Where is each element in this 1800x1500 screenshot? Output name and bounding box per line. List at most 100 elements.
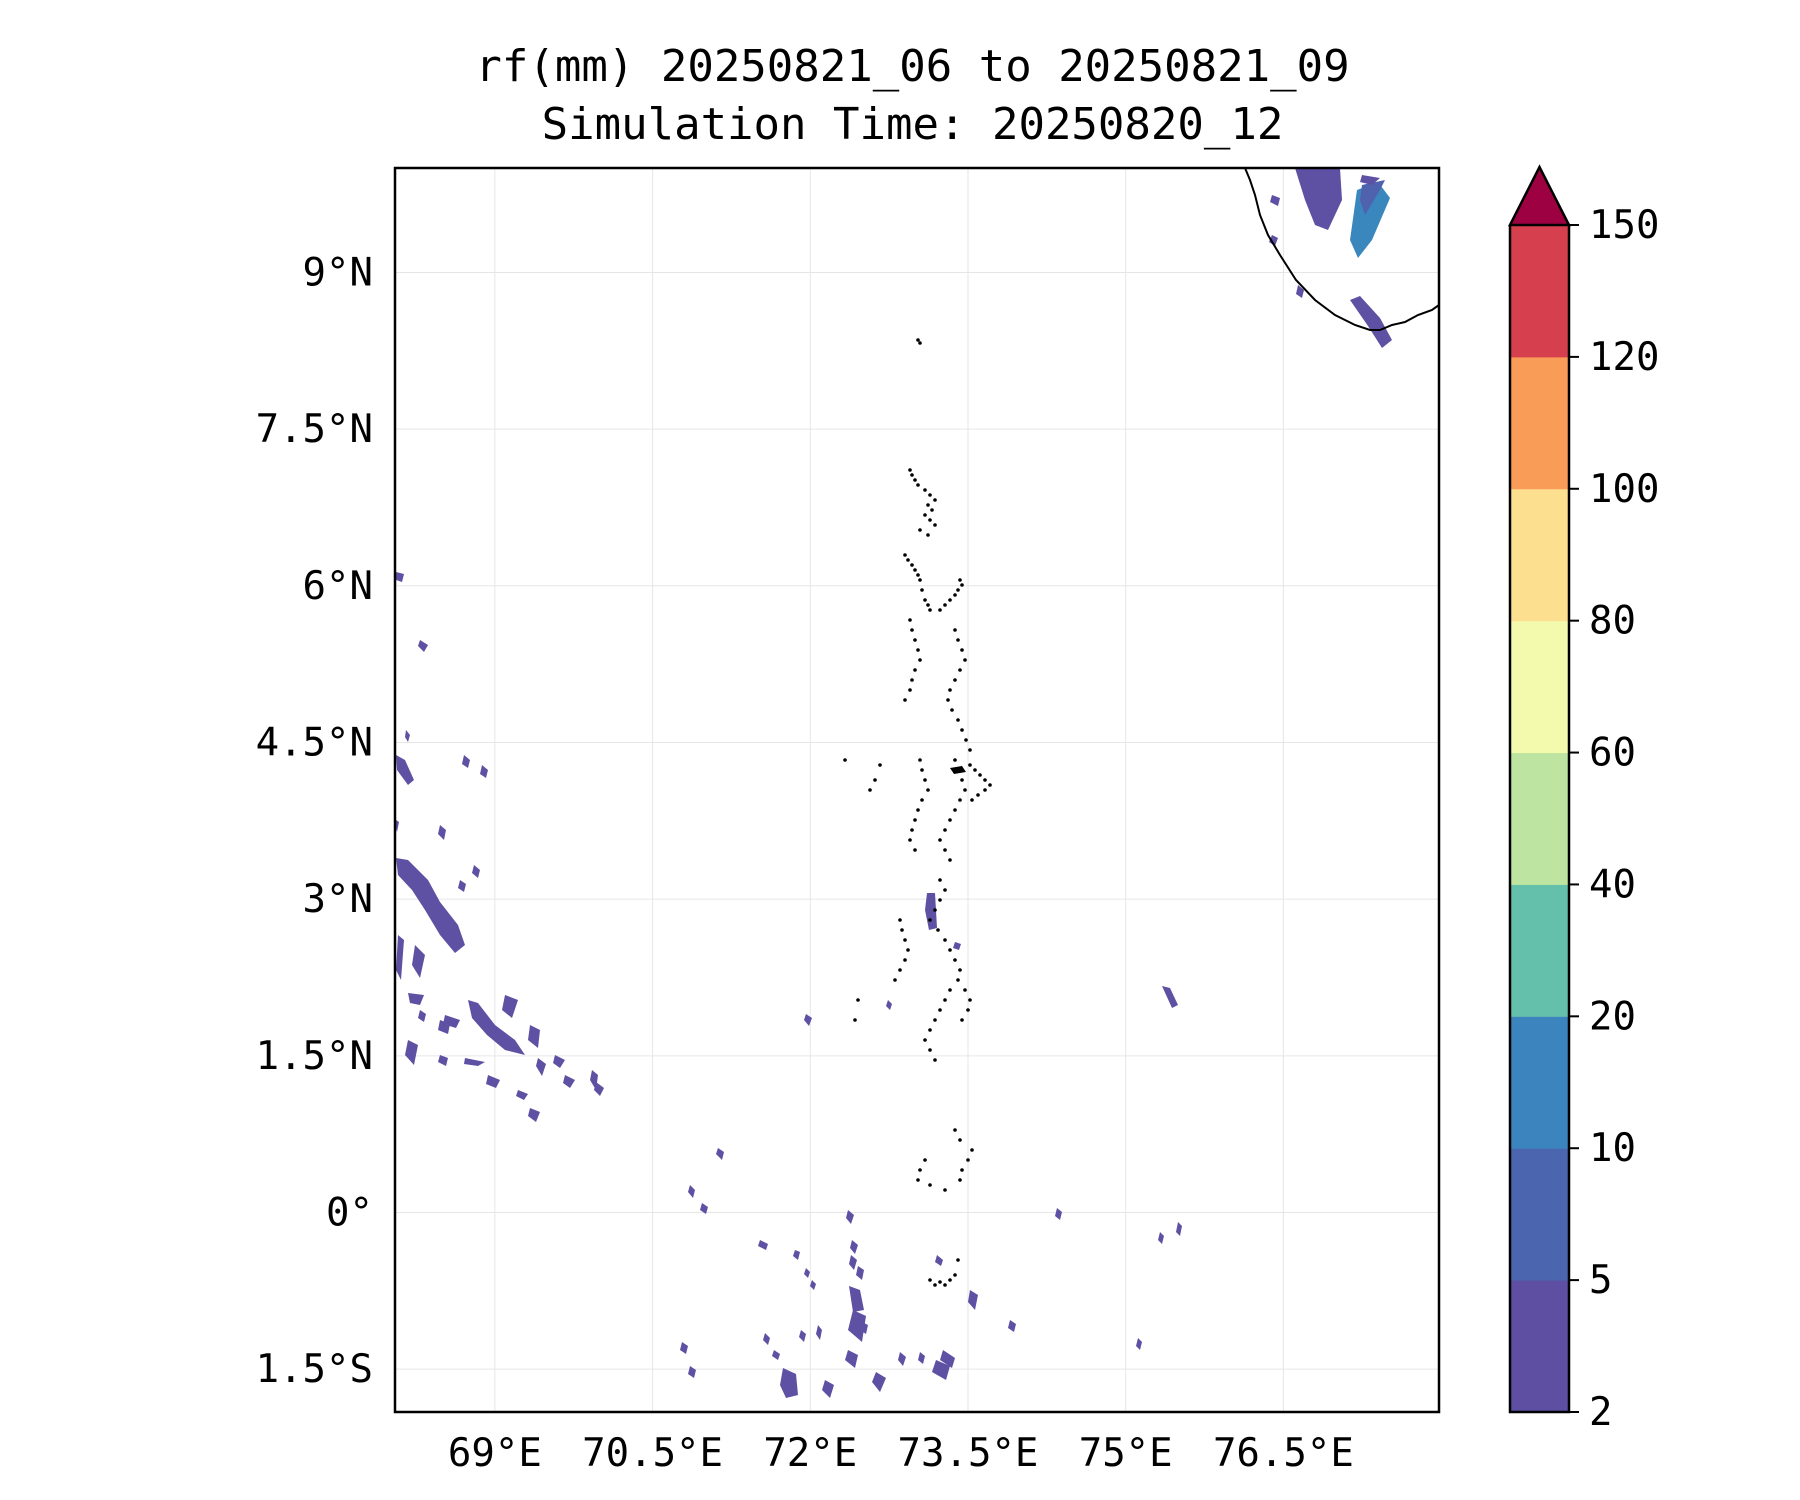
- rain-patch: [438, 825, 446, 840]
- rain-patch: [849, 1286, 864, 1312]
- island-dot: [960, 1018, 964, 1022]
- lat-tick-label: 6°N: [303, 564, 373, 609]
- rain-patch: [716, 1148, 724, 1160]
- island-dot: [926, 503, 930, 507]
- lat-tick-label: 1.5°S: [256, 1347, 373, 1392]
- island-dot: [910, 628, 914, 632]
- rain-patch: [516, 1090, 528, 1100]
- colorbar-tick-label: 10: [1589, 1126, 1636, 1171]
- island-dot: [916, 808, 920, 812]
- island-dot: [910, 828, 914, 832]
- island-dot: [943, 998, 947, 1002]
- island-dot: [963, 788, 967, 792]
- island-dot: [903, 553, 907, 557]
- island-dot: [908, 838, 912, 842]
- map-frame: [393, 166, 1441, 1414]
- rain-patch: [418, 1010, 426, 1022]
- colorbar-segment: [1510, 884, 1569, 1017]
- island-dot: [928, 1028, 932, 1032]
- lon-tick-label: 70.5°E: [582, 1431, 723, 1476]
- rain-patch: [1360, 175, 1380, 185]
- rain-band-west: [396, 858, 465, 953]
- island-dot: [913, 568, 917, 572]
- island-dot: [943, 888, 947, 892]
- island-dot: [960, 1168, 964, 1172]
- rain-patch: [396, 755, 414, 785]
- island-dot: [933, 1018, 937, 1022]
- island-dot: [906, 948, 910, 952]
- island-dot: [956, 1258, 960, 1262]
- island-dot: [920, 768, 924, 772]
- island-dot: [966, 1008, 970, 1012]
- island-dot: [933, 523, 937, 527]
- rain-patch: [925, 893, 937, 930]
- island-dot: [958, 668, 962, 672]
- island-dot: [943, 603, 947, 607]
- island-dot: [933, 908, 937, 912]
- island-dot: [903, 938, 907, 942]
- island-dot: [953, 958, 957, 962]
- island-dot: [968, 998, 972, 1002]
- island-dot: [953, 808, 957, 812]
- island-dot: [913, 478, 917, 482]
- island-dot: [958, 1178, 962, 1182]
- island-dot: [843, 758, 847, 762]
- island-dot: [926, 533, 930, 537]
- island-dot: [928, 608, 932, 612]
- island-dot: [928, 493, 932, 497]
- rain-patch: [553, 1055, 565, 1068]
- island-dot: [963, 988, 967, 992]
- colorbar-segment: [1510, 356, 1569, 490]
- island-dot: [943, 938, 947, 942]
- island-dot: [868, 788, 872, 792]
- rain-patch: [563, 1075, 575, 1088]
- lat-tick-label: 7.5°N: [256, 407, 373, 452]
- island-dot: [933, 1283, 937, 1287]
- india-coastline: [1244, 167, 1440, 331]
- colorbar-segment: [1510, 1280, 1569, 1413]
- island-dot: [948, 688, 952, 692]
- island-dot: [966, 1158, 970, 1162]
- colorbar-tick-label: 100: [1589, 467, 1659, 512]
- rain-patch: [850, 1240, 858, 1254]
- island-dot: [910, 563, 914, 567]
- longitude-axis: 69°E 70.5°E 72°E 73.5°E 75°E 76.5°E: [448, 1431, 1354, 1476]
- island-dot: [960, 778, 964, 782]
- island-dot: [923, 1038, 927, 1042]
- colorbar-segment: [1510, 225, 1569, 358]
- island-dot: [938, 898, 942, 902]
- island-dot: [943, 1283, 947, 1287]
- rain-patch: [918, 1352, 925, 1364]
- rain-patch: [856, 1266, 864, 1280]
- rain-patch: [396, 935, 404, 980]
- island-dot: [960, 583, 964, 587]
- rain-patch: [872, 1372, 886, 1392]
- lat-tick-label: 0°: [326, 1191, 373, 1236]
- island-dot: [903, 958, 907, 962]
- rain-patch: [405, 730, 410, 742]
- rain-patch: [1350, 296, 1392, 348]
- rain-patch: [763, 1333, 770, 1345]
- island-dot: [928, 1183, 932, 1187]
- island-dot: [956, 978, 960, 982]
- rain-patch: [772, 1350, 780, 1360]
- rain-patch: [1296, 285, 1304, 298]
- island-dot: [970, 798, 974, 802]
- map-gridlines: [395, 168, 1439, 1412]
- lon-tick-label: 69°E: [448, 1431, 542, 1476]
- island-dot: [958, 578, 962, 582]
- colorbar-tick-label: 2: [1589, 1390, 1612, 1435]
- rain-patch: [594, 1082, 604, 1096]
- island-dot: [856, 998, 860, 1002]
- rain-patch: [968, 1290, 978, 1310]
- island-dot: [928, 1048, 932, 1052]
- island-dot: [948, 598, 952, 602]
- colorbar-tick-label: 20: [1589, 994, 1636, 1039]
- rain-patch: [953, 942, 961, 950]
- rain-patch: [408, 993, 424, 1005]
- island-dot: [926, 603, 930, 607]
- rain-patch: [418, 640, 428, 652]
- island-dot: [953, 758, 957, 762]
- island-dot: [918, 758, 922, 762]
- rain-patch: [438, 1055, 448, 1066]
